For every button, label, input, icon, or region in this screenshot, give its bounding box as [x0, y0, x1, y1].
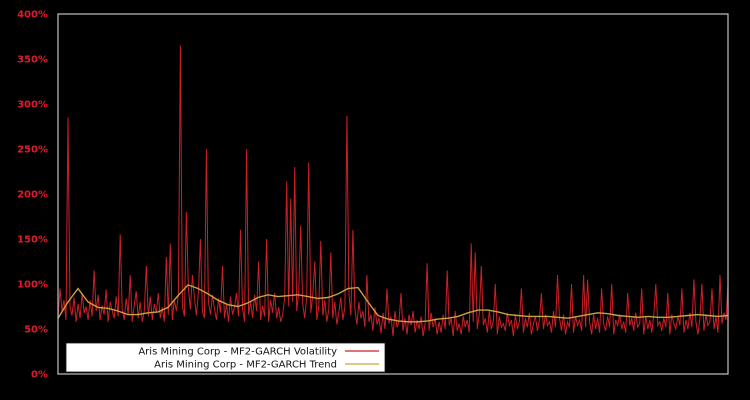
- y-tick-50: 50%: [24, 325, 48, 336]
- trend-line: [57, 284, 729, 323]
- legend-box: [65, 342, 386, 373]
- y-tick-350: 350%: [17, 55, 48, 66]
- y-tick-0: 0%: [31, 370, 48, 381]
- plot-frame: [57, 13, 729, 375]
- volatility-line: [57, 45, 729, 337]
- y-tick-400: 400%: [17, 10, 48, 21]
- y-tick-250: 250%: [17, 145, 48, 156]
- legend-label-volatility: Aris Mining Corp - MF2-GARCH Volatility: [138, 347, 337, 358]
- y-tick-100: 100%: [17, 280, 48, 291]
- legend: Aris Mining Corp - MF2-GARCH Volatility …: [65, 342, 386, 373]
- y-tick-300: 300%: [17, 100, 48, 111]
- legend-label-trend: Aris Mining Corp - MF2-GARCH Trend: [154, 360, 337, 371]
- y-tick-200: 200%: [17, 190, 48, 201]
- series-layer: [57, 45, 729, 337]
- y-tick-150: 150%: [17, 235, 48, 246]
- y-axis-tick-labels: 400% 350% 300% 250% 200% 150% 100% 50% 0…: [17, 10, 48, 381]
